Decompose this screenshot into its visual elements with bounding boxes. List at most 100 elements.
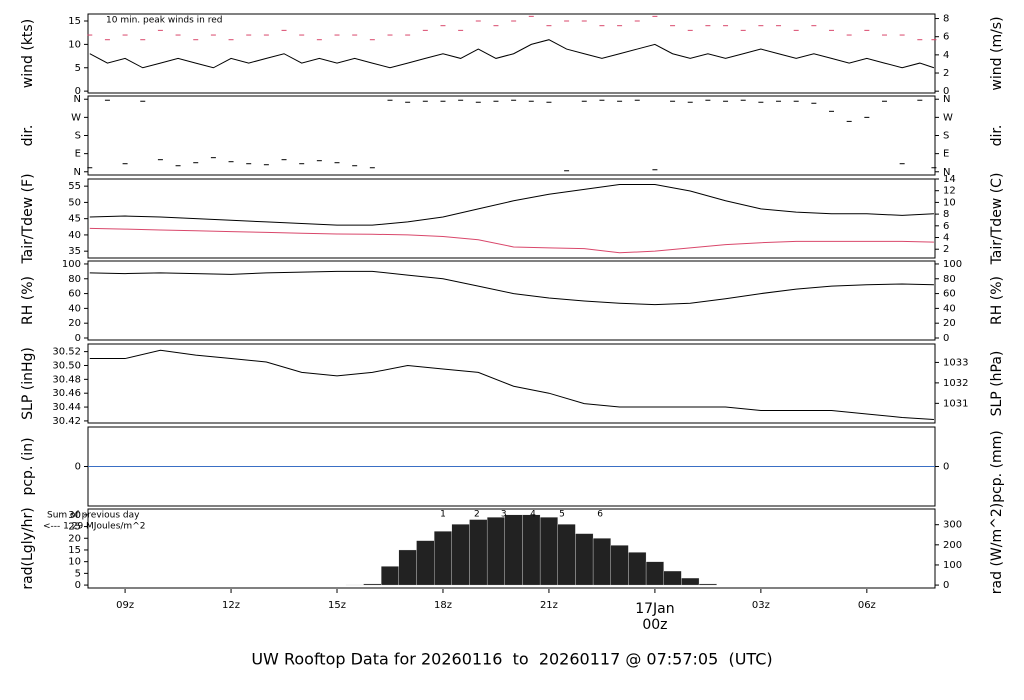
bar <box>469 519 488 586</box>
y-tick-label: S <box>75 131 81 142</box>
x-tick-label: 15z <box>328 600 346 611</box>
y-tick-label: 30.52 <box>52 347 81 358</box>
bar <box>610 545 629 586</box>
y2-tick-label: 8 <box>943 209 949 220</box>
y2-tick-label: 60 <box>943 289 956 300</box>
panel-frame <box>87 95 936 176</box>
y2-axis-label: pcp. (mm) <box>989 430 1005 503</box>
panel-frame <box>87 13 936 94</box>
y-tick-label: 10 <box>68 557 81 568</box>
series-line <box>89 270 934 306</box>
y2-tick-label: 8 <box>943 14 949 25</box>
y2-tick-label: 6 <box>943 221 949 232</box>
hour-mark: 2 <box>474 510 480 520</box>
y2-tick-label: N <box>943 167 950 178</box>
y-tick-label: 40 <box>68 230 81 241</box>
footer-title: UW Rooftop Data for 20260116 to 20260117… <box>251 650 772 669</box>
bar <box>592 538 611 586</box>
y-axis-label: pcp. (in) <box>20 437 36 495</box>
y2-tick-label: 2 <box>943 244 949 255</box>
y2-axis-label: SLP (hPa) <box>989 351 1005 417</box>
y2-tick-label: 1031 <box>943 398 968 409</box>
y-tick-label: N <box>74 167 81 178</box>
y2-tick-label: 300 <box>943 520 962 531</box>
y-tick-label: 5 <box>75 568 81 579</box>
y2-axis-label: Tair/Tdew (C) <box>989 173 1005 266</box>
y-tick-label: 30.46 <box>52 388 81 399</box>
y2-tick-label: S <box>943 131 949 142</box>
bar <box>698 583 717 586</box>
x-tick-label: 21z <box>540 600 558 611</box>
y-tick-label: 15 <box>68 545 81 556</box>
x-tick-label: 09z <box>116 600 134 611</box>
y-tick-label: 5 <box>75 63 81 74</box>
bar <box>363 583 382 586</box>
y-tick-label: 80 <box>68 274 81 285</box>
y2-tick-label: 0 <box>943 86 949 97</box>
hour-mark: 3 <box>501 510 507 520</box>
y-tick-label: 25 <box>68 522 81 533</box>
bar <box>381 566 399 586</box>
series-line <box>89 184 934 226</box>
bar <box>398 549 417 586</box>
y2-tick-label: 0 <box>943 333 949 344</box>
y2-tick-label: N <box>943 94 950 105</box>
annotation: 10 min. peak winds in red <box>106 16 223 26</box>
y2-tick-label: 20 <box>943 318 956 329</box>
y2-tick-label: 14 <box>943 174 956 185</box>
y-tick-label: 55 <box>68 181 81 192</box>
hour-mark: 5 <box>559 510 565 520</box>
bar <box>681 577 700 586</box>
panel-frame <box>87 260 936 341</box>
y-tick-label: 20 <box>68 533 81 544</box>
y2-axis-label: RH (%) <box>989 276 1005 325</box>
y2-tick-label: 4 <box>943 50 949 61</box>
x-tick-label: 06z <box>858 600 876 611</box>
x-tick-label: 00z <box>642 617 667 633</box>
panel-frame <box>87 508 936 589</box>
bar <box>433 531 452 586</box>
y2-tick-label: 1032 <box>943 378 968 389</box>
x-tick-label: 18z <box>434 600 452 611</box>
series-line <box>89 227 934 254</box>
y-tick-label: 0 <box>75 333 81 344</box>
date-label: 17Jan <box>635 601 674 617</box>
y-axis-label: wind (kts) <box>20 19 36 88</box>
y-tick-label: W <box>71 112 81 123</box>
y-tick-label: 15 <box>68 16 81 27</box>
bar <box>645 561 664 586</box>
bar <box>557 524 576 586</box>
panel-frame <box>87 343 936 424</box>
y-tick-label: 30.42 <box>52 416 81 427</box>
bar <box>486 517 505 586</box>
y-axis-label: RH (%) <box>20 276 36 325</box>
y-tick-label: 30.44 <box>52 402 81 413</box>
note: <--- 1.29 MJoules/m^2 <box>43 522 145 532</box>
y-tick-label: 20 <box>68 318 81 329</box>
y-axis-label: Tair/Tdew (F) <box>20 173 36 264</box>
y-tick-label: 30.50 <box>52 360 81 371</box>
y-tick-label: 40 <box>68 303 81 314</box>
y2-tick-label: W <box>943 112 953 123</box>
y2-tick-label: 10 <box>943 197 956 208</box>
y-tick-label: 35 <box>68 246 81 257</box>
y-axis-label: dir. <box>20 125 36 147</box>
bar <box>539 517 558 586</box>
y2-tick-label: 200 <box>943 540 962 551</box>
y-tick-label: 50 <box>68 197 81 208</box>
bar <box>628 552 647 586</box>
y2-axis-label: wind (m/s) <box>989 16 1005 90</box>
y2-tick-label: 12 <box>943 186 956 197</box>
x-tick-label: 12z <box>222 600 240 611</box>
y2-axis-label: dir. <box>989 125 1005 147</box>
y-tick-label: 10 <box>68 39 81 50</box>
bar <box>663 570 682 586</box>
y-axis-label: SLP (inHg) <box>20 347 36 420</box>
hour-mark: 1 <box>440 510 446 520</box>
y2-tick-label: 100 <box>943 560 962 571</box>
series-line <box>89 39 935 69</box>
hour-mark: 4 <box>530 510 536 520</box>
y-tick-label: 30 <box>68 510 81 521</box>
bar <box>504 514 523 586</box>
